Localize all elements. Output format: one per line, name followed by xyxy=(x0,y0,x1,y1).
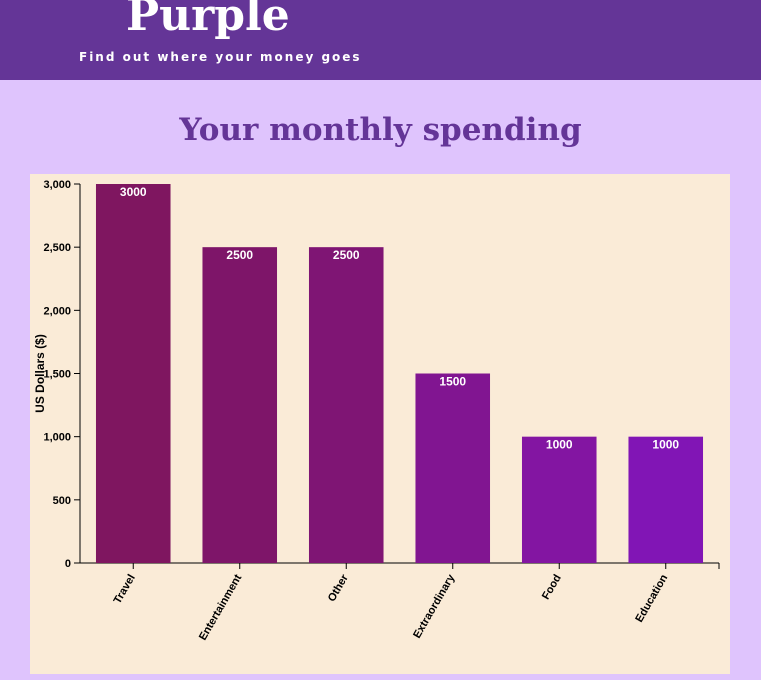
y-axis: 0 500 1,000 1,500 2,000 2,500 3,000 xyxy=(43,179,81,570)
bar-travel xyxy=(95,184,171,563)
bar-food xyxy=(521,436,597,563)
bar-value-label: 1000 xyxy=(546,438,573,452)
y-tick-label: 2,500 xyxy=(43,242,71,254)
bar-extraordinary xyxy=(415,373,491,563)
y-tick-label: 3,000 xyxy=(43,179,71,191)
x-axis: Travel Entertainment Other Extraordinary Foo… xyxy=(80,562,720,643)
value-labels: 3000 2500 2500 1500 1000 1000 xyxy=(120,185,680,452)
y-tick-label: 1,500 xyxy=(43,369,71,381)
x-tick-label: Extraordinary xyxy=(411,572,458,641)
x-tick-label: Entertainment xyxy=(197,572,245,642)
brand-logo-text: Purple xyxy=(126,0,290,41)
page-title: Your monthly spending xyxy=(179,112,582,148)
y-tick-label: 1,000 xyxy=(43,432,71,444)
tagline: Find out where your money goes xyxy=(79,50,362,64)
bars xyxy=(95,184,704,563)
y-tick-label: 2,000 xyxy=(43,305,71,317)
bar-education xyxy=(628,436,704,563)
bar-other xyxy=(308,247,384,563)
bar-value-label: 3000 xyxy=(120,185,147,199)
bar-value-label: 1500 xyxy=(439,375,466,389)
header-bar: Purple Find out where your money goes xyxy=(0,0,761,80)
bar-value-label: 2500 xyxy=(333,248,360,262)
y-axis-title: US Dollars ($) xyxy=(33,334,47,413)
x-tick-label: Food xyxy=(540,573,564,602)
bar-value-label: 2500 xyxy=(226,248,253,262)
x-tick-label: Travel xyxy=(112,573,138,607)
bar-value-label: 1000 xyxy=(652,438,679,452)
x-tick-label: Education xyxy=(633,572,670,624)
y-tick-label: 500 xyxy=(53,495,71,507)
x-tick-label: Other xyxy=(326,572,351,604)
y-tick-label: 0 xyxy=(65,558,71,570)
bar-entertainment xyxy=(202,247,278,563)
